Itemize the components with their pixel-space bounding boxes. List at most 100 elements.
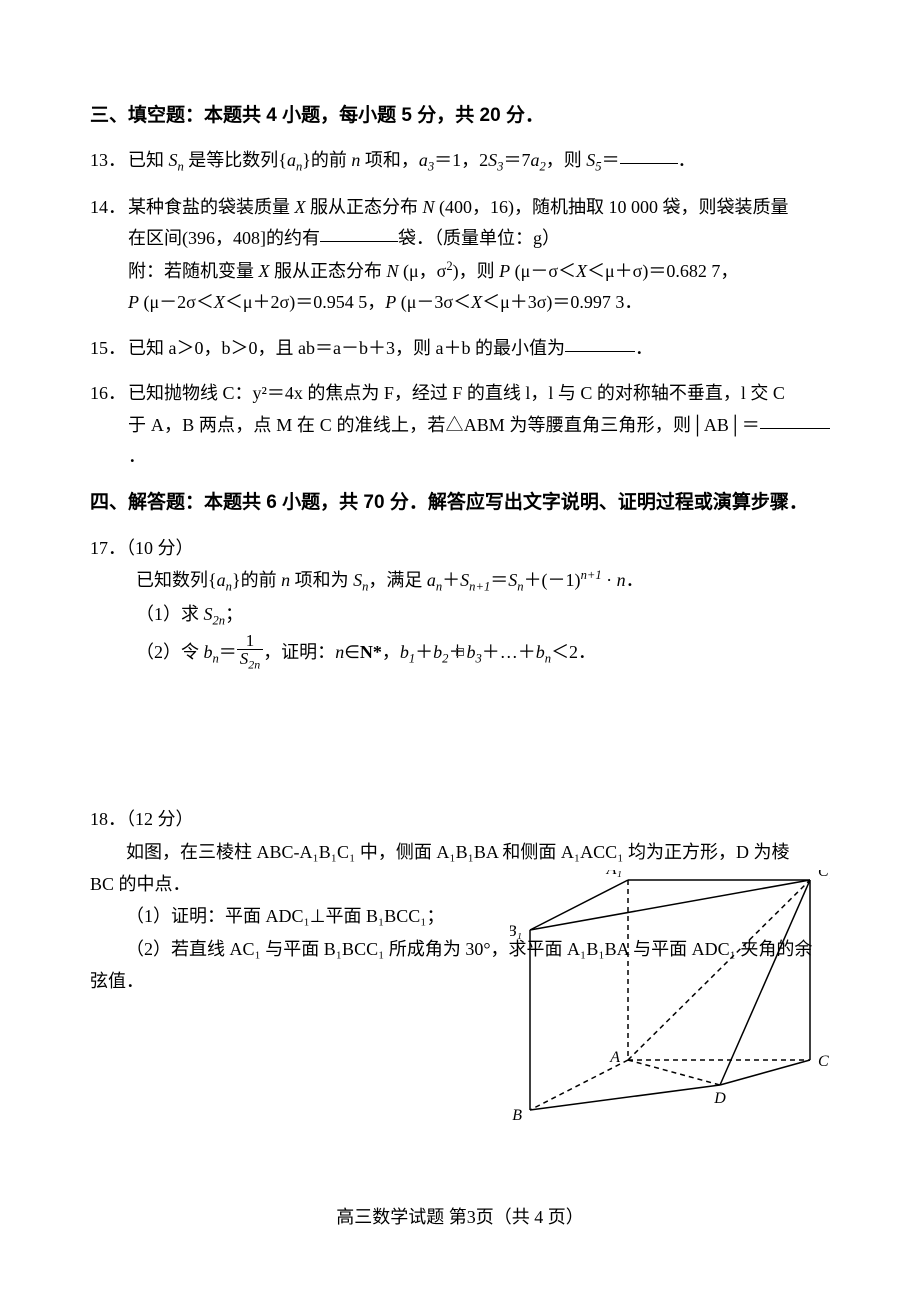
- q16-body: 已知抛物线 C：y²＝4x 的焦点为 F，经过 F 的直线 l，l 与 C 的对…: [128, 378, 830, 473]
- t: 已知数列{: [136, 570, 217, 590]
- q17-number: 17．: [90, 538, 126, 558]
- t: (μ，σ: [399, 261, 447, 281]
- s: n+1: [469, 580, 490, 594]
- v: N*: [360, 642, 382, 662]
- v: X: [576, 261, 587, 281]
- frac-bot: S2n: [237, 649, 263, 671]
- v: P: [385, 292, 396, 312]
- q17-points: （10 分）: [126, 538, 194, 558]
- t: 已知抛物线 C：y²＝4x 的焦点为 F，经过 F 的直线 l，l 与 C 的对…: [128, 383, 785, 403]
- s: 2n: [213, 614, 226, 628]
- q15-body: 已知 a＞0，b＞0，且 ab＝a－b＋3，则 a＋b 的最小值为．: [128, 333, 830, 365]
- question-13: 13． 已知 Sn 是等比数列{an}的前 n 项和，a3＝1，2S3＝7a2，…: [90, 145, 830, 178]
- t: ，满足: [368, 570, 427, 590]
- v: S: [586, 150, 595, 170]
- v: a: [217, 570, 226, 590]
- svg-text:B₁: B₁: [510, 923, 522, 940]
- s: 2n: [248, 658, 260, 672]
- blank: [565, 333, 635, 352]
- t: ＜μ＋3σ)＝0.997 3．: [482, 292, 642, 312]
- t: ＋…＋: [482, 642, 536, 662]
- v: n: [281, 570, 290, 590]
- q13-body: 已知 Sn 是等比数列{an}的前 n 项和，a3＝1，2S3＝7a2，则 S5…: [128, 145, 830, 178]
- v: N: [423, 197, 435, 217]
- question-16: 16． 已知抛物线 C：y²＝4x 的焦点为 F，经过 F 的直线 l，l 与 …: [90, 378, 830, 473]
- svg-text:A₁: A₁: [606, 870, 622, 878]
- v: X: [214, 292, 225, 312]
- blank: [620, 145, 678, 164]
- t: （1）求: [136, 604, 204, 624]
- t: BC 的中点．: [90, 874, 191, 894]
- question-14: 14． 某种食盐的袋装质量 X 服从正态分布 N (400，16)，随机抽取 1…: [90, 192, 830, 319]
- t: 服从正态分布: [306, 197, 423, 217]
- t: ＋: [415, 642, 433, 662]
- v: X: [259, 261, 270, 281]
- v: a: [419, 150, 428, 170]
- t: ．: [626, 570, 644, 590]
- t: ＋(－1): [524, 570, 581, 590]
- v: X: [295, 197, 306, 217]
- svg-text:C: C: [818, 1053, 829, 1070]
- svg-text:D: D: [713, 1090, 726, 1107]
- t: ＝: [602, 150, 620, 170]
- blank: [320, 223, 398, 242]
- t: ＝: [490, 570, 508, 590]
- t: 于 A，B 两点，点 M 在 C 的准线上，若△ABM 为等腰直角三角形，则│A…: [128, 415, 760, 435]
- t: 已知: [128, 150, 169, 170]
- fraction: 1S2n: [237, 632, 263, 672]
- svg-text:C₁: C₁: [818, 870, 830, 880]
- t: }的前: [232, 570, 281, 590]
- v: S: [488, 150, 497, 170]
- prism-svg: A₁C₁B₁ACBD: [510, 870, 830, 1130]
- t: （2）令: [136, 642, 204, 662]
- t: ＜μ＋σ)＝0.682 7，: [587, 261, 738, 281]
- t: ·: [602, 570, 617, 590]
- t: 在区间(396，408]的约有: [128, 228, 320, 248]
- t: ，则: [546, 150, 587, 170]
- v: N: [387, 261, 399, 281]
- v: n: [617, 570, 626, 590]
- v: S: [169, 150, 178, 170]
- t: ＝7: [503, 150, 530, 170]
- t: 是等比数列{: [184, 150, 287, 170]
- page-footer: 高三数学试题 第3页（共 4 页）: [0, 1203, 920, 1229]
- t: (μ－σ＜: [510, 261, 576, 281]
- v: a: [287, 150, 296, 170]
- t: （1）证明：平面 ADC₁⊥平面 B₁BCC₁；: [126, 906, 445, 926]
- t: ，证明：: [263, 642, 335, 662]
- section-3-heading: 三、填空题：本题共 4 小题，每小题 5 分，共 20 分．: [90, 100, 830, 127]
- t: ．: [678, 150, 696, 170]
- t: 项和，: [360, 150, 419, 170]
- q18-number: 18．: [90, 809, 126, 829]
- q14-body: 某种食盐的袋装质量 X 服从正态分布 N (400，16)，随机抽取 10 00…: [128, 192, 830, 319]
- t: ＜μ＋2σ)＝0.954 5，: [225, 292, 385, 312]
- q15-number: 15．: [90, 333, 128, 365]
- v: X: [471, 292, 482, 312]
- t: ∈: [344, 642, 360, 662]
- section-4-heading: 四、解答题：本题共 6 小题，共 70 分．解答应写出文字说明、证明过程或演算步…: [90, 487, 830, 514]
- exam-page: 三、填空题：本题共 4 小题，每小题 5 分，共 20 分． 13． 已知 Sn…: [0, 0, 920, 1299]
- t: (400，16)，随机抽取 10 000 袋，则袋装质量: [435, 197, 789, 217]
- v: b: [433, 642, 442, 662]
- v: P: [499, 261, 510, 281]
- t: 袋．（质量单位：g）: [398, 228, 560, 248]
- frac-top: 1: [237, 632, 263, 650]
- question-15: 15． 已知 a＞0，b＞0，且 ab＝a－b＋3，则 a＋b 的最小值为．: [90, 333, 830, 365]
- t: 附：若随机变量: [128, 261, 259, 281]
- t: (μ－3σ＜: [396, 292, 471, 312]
- v: a: [427, 570, 436, 590]
- t: 如图，在三棱柱 ABC-A₁B₁C₁ 中，侧面 A₁B₁BA 和侧面 A₁ACC…: [126, 842, 789, 862]
- v: b: [400, 642, 409, 662]
- v: S: [460, 570, 469, 590]
- t: ，: [382, 642, 400, 662]
- t: ．: [635, 338, 653, 358]
- t: 服从正态分布: [270, 261, 387, 281]
- s: n+1: [581, 568, 602, 582]
- t: ＝1，2: [434, 150, 488, 170]
- t: ．: [128, 446, 146, 466]
- t: 某种食盐的袋装质量: [128, 197, 295, 217]
- prism-diagram: A₁C₁B₁ACBD: [510, 870, 830, 1130]
- v: b: [204, 642, 213, 662]
- q16-number: 16．: [90, 378, 128, 473]
- t: ＝: [219, 642, 237, 662]
